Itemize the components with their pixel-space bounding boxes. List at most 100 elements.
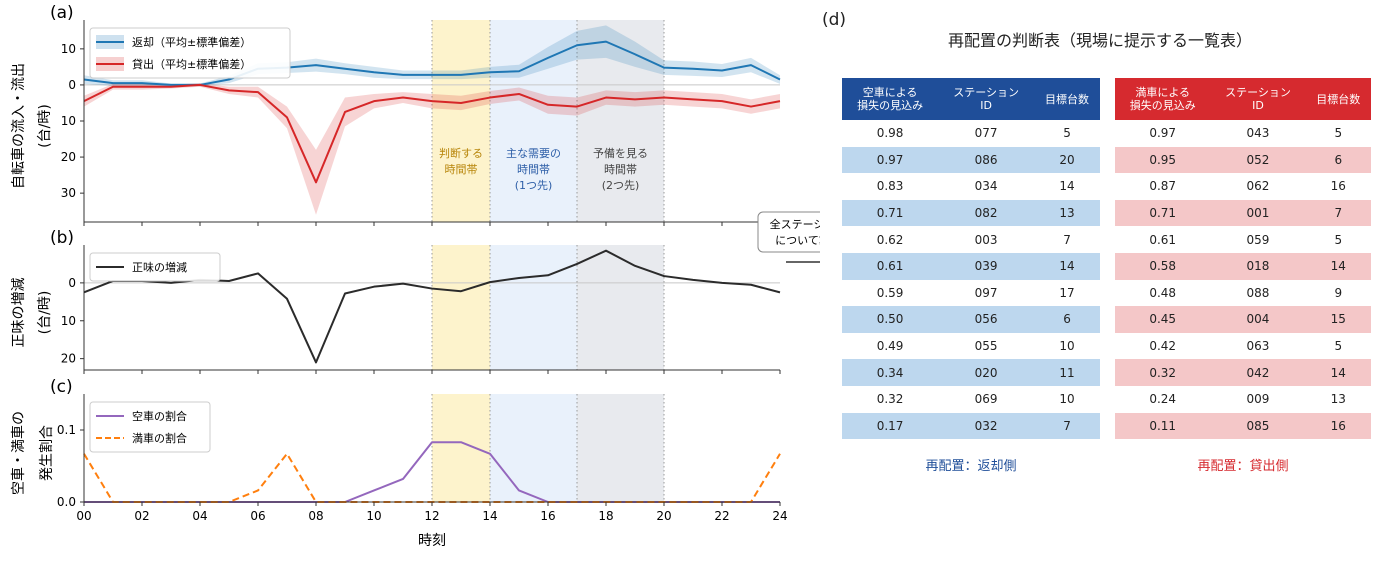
header-text: ステーション ID — [953, 86, 1019, 112]
x-tick-label: 10 — [366, 509, 381, 523]
table-cell: 14 — [1034, 252, 1100, 280]
y-axis-label: 発生割合 — [38, 425, 55, 481]
table-cell: 0.24 — [1149, 392, 1177, 407]
band-label: (2つ先) — [602, 179, 640, 192]
table-cell: 0.32 — [1115, 359, 1211, 386]
table-cell: 6 — [1034, 306, 1100, 333]
x-tick-label: 08 — [308, 509, 323, 523]
header-target-count: 目標台数 — [1305, 78, 1371, 120]
table-cell: 088 — [1246, 285, 1270, 300]
table-row: 0.71 082 13 — [842, 199, 1100, 227]
table-row: 0.95 052 6 — [1115, 146, 1371, 174]
table-cell: 059 — [1246, 232, 1270, 247]
header-station-id: ステーション ID — [1210, 78, 1306, 120]
time-band — [490, 394, 577, 502]
table-row: 0.17 032 7 — [842, 412, 1100, 440]
y-tick-label: 10 — [61, 114, 76, 128]
y-tick-label: 0.1 — [57, 423, 76, 437]
x-tick-label: 24 — [772, 509, 787, 523]
table-row: 0.59 097 17 — [842, 280, 1100, 307]
x-tick-label: 22 — [714, 509, 729, 523]
table-cell: 0.71 — [1115, 199, 1211, 227]
y-tick-label: 0.0 — [57, 495, 76, 509]
y-axis-label: (台/時) — [37, 104, 53, 148]
note-text: 全ステーション — [770, 217, 820, 231]
table-cell: 032 — [938, 412, 1035, 440]
std-band — [84, 83, 780, 215]
table-cell: 5 — [1334, 339, 1343, 354]
table-cell: 056 — [938, 306, 1035, 333]
table-cell: 063 — [1246, 339, 1270, 354]
table-cell: 020 — [938, 359, 1035, 386]
note-box — [757, 211, 820, 253]
table-cell: 0.48 — [1149, 285, 1177, 300]
header-station-id: ステーション ID — [938, 78, 1035, 120]
table-row: 0.97 043 5 — [1115, 120, 1371, 147]
table-cell: 042 — [1210, 359, 1306, 386]
table-cell: 7 — [1034, 412, 1100, 440]
y-tick-label: 10 — [61, 42, 76, 56]
table-row: 0.48 088 9 — [1115, 280, 1371, 307]
table-cell: 009 — [1246, 392, 1270, 407]
table-row: 0.24 009 13 — [1115, 386, 1371, 413]
rental-side-table: 満車による 損失の見込み ステーション ID 目標台数 0.97 043 5 0.95… — [1115, 78, 1371, 440]
band-label: 時間帯 — [604, 163, 637, 176]
table-cell: 062 — [1246, 179, 1270, 194]
band-label: 判断する — [439, 146, 483, 160]
x-tick-label: 16 — [540, 509, 555, 523]
table-row: 0.32 069 10 — [842, 386, 1100, 413]
table-cell: 0.61 — [842, 252, 939, 280]
note-text: について算出 — [775, 233, 820, 247]
y-tick-label: 0 — [68, 78, 76, 92]
legend-label: 満車の割合 — [132, 431, 187, 445]
table-cell: 5 — [1063, 126, 1071, 141]
table-cell: 7 — [1063, 232, 1071, 247]
table-row: 0.32 042 14 — [1115, 359, 1371, 386]
table-cell: 14 — [1059, 179, 1075, 194]
band-label: 時間帯 — [445, 163, 478, 176]
header-text: 目標台数 — [1045, 92, 1090, 106]
table-cell: 9 — [1334, 285, 1343, 300]
table-row: 0.34 020 11 — [842, 359, 1100, 386]
table-cell: 085 — [1210, 412, 1306, 440]
table-cell: 018 — [1210, 252, 1306, 280]
header-target-count: 目標台数 — [1034, 78, 1100, 120]
return-side-table: 空車による 損失の見込み ステーション ID 目標台数 0.98 077 5 0.97… — [842, 78, 1100, 440]
legend-label: 返却（平均±標準偏差） — [132, 35, 251, 49]
table-cell: 0.95 — [1115, 146, 1211, 174]
band-label: 予備を見る — [593, 147, 648, 160]
decision-table-title: 再配置の判断表（現場に提示する一覧表） — [947, 31, 1252, 50]
table-cell: 086 — [938, 146, 1035, 174]
legend-label: 正味の増減 — [132, 260, 187, 274]
table-cell: 15 — [1305, 306, 1371, 333]
table-cell: 0.97 — [1149, 126, 1177, 141]
table-row: 0.58 018 14 — [1115, 252, 1371, 280]
table-cell: 097 — [974, 285, 998, 300]
time-band — [490, 245, 577, 370]
x-tick-label: 18 — [598, 509, 613, 523]
header-text: 空車による 損失の見込み — [857, 86, 924, 112]
table-cell: 0.71 — [842, 199, 939, 227]
panel-label: (a) — [50, 3, 74, 23]
y-tick-label: 30 — [61, 186, 76, 200]
table-cell: 5 — [1334, 232, 1343, 247]
table-cell: 0.17 — [842, 412, 939, 440]
time-band — [490, 20, 577, 222]
table-cell: 16 — [1305, 412, 1371, 440]
table-cell: 0.62 — [876, 232, 904, 247]
header-text: 満車による 損失の見込み — [1129, 86, 1196, 112]
table-cell: 17 — [1059, 285, 1075, 300]
legend-box — [89, 252, 221, 282]
table-cell: 004 — [1210, 306, 1306, 333]
table-cell: 5 — [1334, 126, 1343, 141]
table-row: 0.62 003 7 — [842, 226, 1100, 253]
table-cell: 003 — [974, 232, 998, 247]
table-row: 0.61 059 5 — [1115, 226, 1371, 253]
x-tick-label: 20 — [656, 509, 671, 523]
band-label: (1つ先) — [515, 179, 553, 192]
table-row: 0.11 085 16 — [1115, 412, 1371, 440]
table-row: 0.97 086 20 — [842, 146, 1100, 174]
table-cell: 0.34 — [842, 359, 939, 386]
time-band — [432, 394, 490, 502]
